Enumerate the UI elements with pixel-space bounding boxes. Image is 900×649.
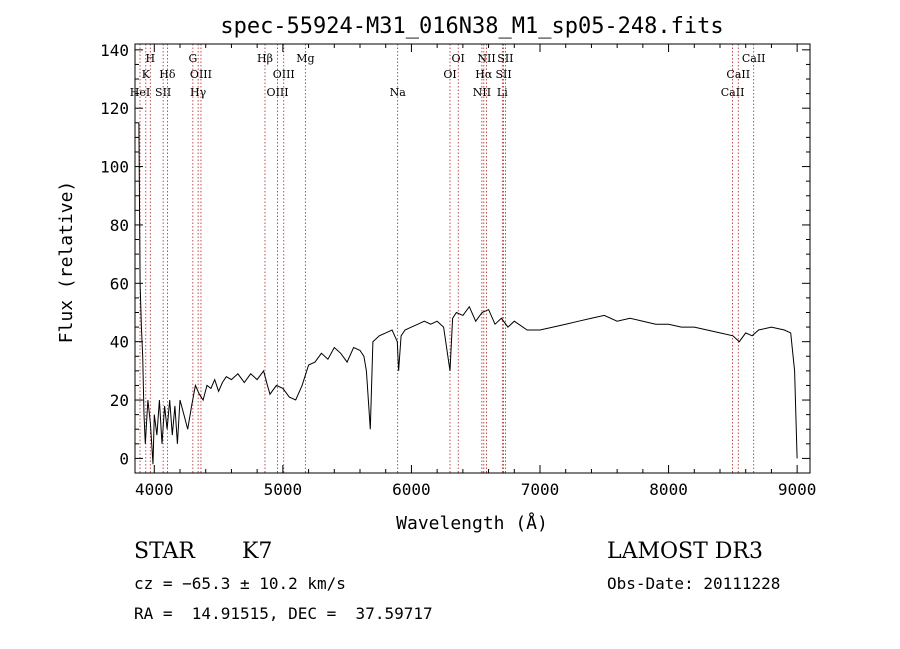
marker-label: CaII — [742, 52, 766, 65]
survey-name: LAMOST DR3 — [607, 539, 763, 564]
marker-label: G — [188, 52, 197, 65]
marker-label: SII — [497, 52, 513, 65]
x-tick-label: 9000 — [778, 480, 817, 499]
y-axis-ticks: 0 20 40 60 80 100 120 140 — [100, 41, 810, 468]
spectral-line-markers — [139, 44, 755, 473]
marker-label: Mg — [296, 52, 314, 65]
marker-label: OI — [443, 68, 456, 81]
y-tick-label: 20 — [110, 391, 129, 410]
object-class: STAR — [134, 539, 195, 564]
x-axis-label: Wavelength (Å) — [396, 512, 548, 534]
y-tick-label: 100 — [100, 158, 129, 177]
marker-label: CaII — [721, 86, 745, 99]
y-tick-label: 60 — [110, 274, 129, 293]
marker-label: OI — [452, 52, 465, 65]
marker-label: OIII — [190, 68, 212, 81]
marker-label: OIII — [267, 86, 289, 99]
x-tick-label: 6000 — [392, 480, 431, 499]
marker-label: K — [142, 68, 151, 81]
spectrum-line — [138, 122, 798, 465]
y-tick-label: 120 — [100, 99, 129, 118]
marker-label: HeI — [130, 86, 150, 99]
plot-frame — [134, 43, 811, 474]
marker-label: NII — [473, 86, 491, 99]
y-tick-label: 140 — [100, 41, 129, 60]
marker-label: Hγ — [190, 86, 207, 99]
x-axis-ticks: 4000 5000 6000 7000 8000 9000 — [135, 44, 816, 499]
marker-label: NII — [477, 52, 495, 65]
marker-label: Hβ — [257, 52, 273, 65]
redshift-velocity: cz = −65.3 ± 10.2 km/s — [134, 574, 346, 593]
chart-title: spec-55924-M31_016N38_M1_sp05-248.fits — [220, 14, 723, 39]
marker-label: Li — [497, 86, 508, 99]
x-tick-label: 7000 — [521, 480, 560, 499]
y-tick-label: 40 — [110, 333, 129, 352]
y-tick-label: 80 — [110, 216, 129, 235]
y-tick-label: 0 — [119, 449, 129, 468]
marker-label: Hδ — [159, 68, 176, 81]
x-tick-label: 4000 — [135, 480, 174, 499]
marker-label: SII — [495, 68, 511, 81]
marker-label: SII — [155, 86, 171, 99]
marker-label: Na — [390, 86, 407, 99]
coordinates: RA = 14.91515, DEC = 37.59717 — [134, 604, 433, 623]
marker-label: H — [146, 52, 156, 65]
y-axis-label: Flux (relative) — [56, 181, 77, 344]
spectral-line-labels: HeIKHSIIHδGHγOIIIHβOIIIOIIIMgNaOIOINIIHα… — [130, 52, 766, 99]
observation-date: Obs-Date: 20111228 — [607, 574, 781, 593]
x-tick-label: 5000 — [264, 480, 303, 499]
x-tick-label: 8000 — [649, 480, 688, 499]
marker-label: OIII — [273, 68, 295, 81]
marker-label: Hα — [475, 68, 493, 81]
object-subclass: K7 — [242, 539, 273, 564]
marker-label: CaII — [726, 68, 750, 81]
